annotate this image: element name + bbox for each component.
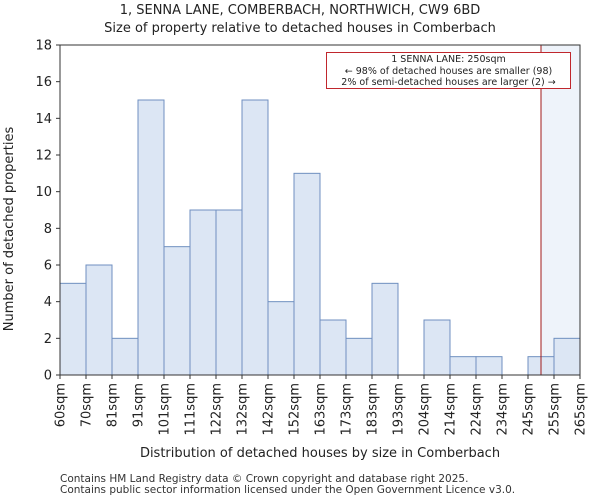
y-tick-label: 14 [35, 112, 52, 127]
bar-142sqm [267, 301, 295, 376]
y-tick-label: 16 [35, 75, 52, 90]
bar-214sqm [449, 356, 477, 376]
x-tick-label: 204sqm [418, 383, 433, 436]
bar-111sqm [189, 209, 217, 376]
y-tick-label: 12 [35, 149, 52, 164]
y-axis-label: Number of detached properties [2, 127, 17, 332]
bar-183sqm [371, 282, 399, 376]
bar-81sqm [111, 337, 139, 376]
bar-60sqm [59, 282, 87, 376]
x-tick-label: 132sqm [236, 383, 251, 436]
x-tick-label: 214sqm [444, 383, 459, 436]
bar-255sqm [553, 337, 581, 376]
x-tick-label: 183sqm [366, 383, 381, 436]
footer-licence: Contains public sector information licen… [60, 484, 516, 496]
y-tick-label: 8 [44, 222, 52, 237]
x-tick-label: 173sqm [340, 383, 355, 436]
bar-152sqm [293, 172, 321, 376]
x-tick-label: 81sqm [106, 383, 121, 427]
x-tick-label: 234sqm [496, 383, 511, 436]
footer-copyright: Contains HM Land Registry data © Crown c… [60, 473, 469, 485]
x-tick-label: 245sqm [522, 383, 537, 436]
y-tick-label: 6 [44, 259, 52, 274]
chart-title: 1, SENNA LANE, COMBERBACH, NORTHWICH, CW… [119, 3, 481, 18]
x-tick-label: 255sqm [548, 383, 563, 436]
x-tick-label: 142sqm [262, 383, 277, 436]
bar-204sqm [423, 319, 451, 376]
y-tick-label: 4 [44, 295, 52, 310]
annotation-line-2: ← 98% of detached houses are smaller (98… [344, 65, 553, 77]
x-axis-label: Distribution of detached houses by size … [140, 446, 500, 461]
bar-224sqm [475, 356, 503, 376]
x-tick-label: 163sqm [314, 383, 329, 436]
annotation-line-1: 1 SENNA LANE: 250sqm [391, 54, 506, 65]
bar-70sqm [85, 264, 113, 376]
x-tick-label: 224sqm [470, 383, 485, 436]
property-annotation-box: 1 SENNA LANE: 250sqm ← 98% of detached h… [326, 52, 571, 89]
bar-122sqm [215, 209, 243, 376]
x-tick-label: 193sqm [392, 383, 407, 436]
annotation-line-3: 2% of semi-detached houses are larger (2… [341, 77, 556, 88]
chart-subtitle: Size of property relative to detached ho… [104, 21, 496, 36]
x-tick-label: 122sqm [210, 383, 225, 436]
x-tick-label: 91sqm [132, 383, 147, 427]
y-tick-label: 2 [44, 332, 52, 347]
bar-91sqm [137, 99, 165, 376]
y-tick-label: 0 [44, 369, 52, 384]
x-tick-label: 60sqm [54, 383, 69, 427]
larger-region-shade [541, 45, 580, 375]
y-tick-label: 10 [35, 185, 52, 200]
y-tick-label: 18 [35, 39, 52, 54]
x-tick-label: 101sqm [158, 383, 173, 436]
bar-163sqm [319, 319, 347, 376]
x-tick-label: 70sqm [80, 383, 95, 427]
x-tick-label: 152sqm [288, 383, 303, 436]
bar-132sqm [241, 99, 269, 376]
bar-101sqm [163, 246, 191, 376]
x-tick-label: 265sqm [574, 383, 589, 436]
bar-173sqm [345, 337, 373, 376]
x-tick-label: 111sqm [184, 383, 199, 436]
